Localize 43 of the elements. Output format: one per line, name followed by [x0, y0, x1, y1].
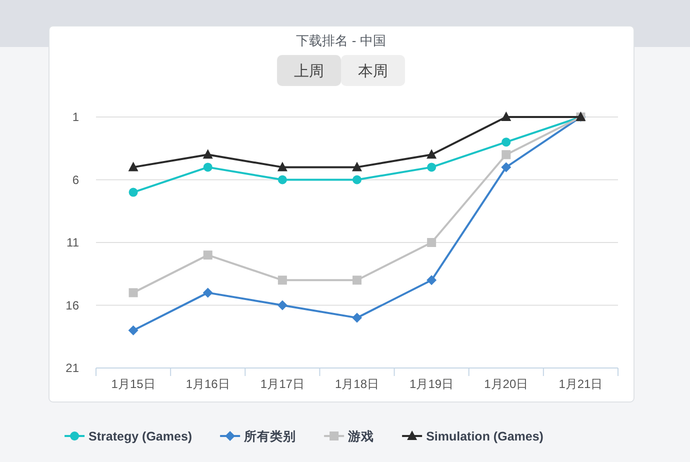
- legend-item: 游戏: [348, 430, 374, 444]
- legend-item: Strategy (Games): [88, 430, 192, 444]
- xtick: 1月19日: [410, 377, 454, 391]
- point: [502, 150, 511, 160]
- point: [277, 300, 288, 310]
- point: [203, 162, 212, 172]
- point: [203, 250, 212, 260]
- point: [352, 312, 362, 323]
- point: [501, 112, 512, 121]
- point: [277, 162, 288, 172]
- point: [502, 138, 511, 147]
- point: [202, 149, 213, 159]
- legend-item: 所有类别: [244, 430, 296, 444]
- point: [352, 276, 362, 285]
- point: [128, 288, 138, 298]
- ytick: 6: [72, 172, 79, 187]
- xtick: 1月16日: [186, 377, 230, 391]
- title: 下载排名 - 中国: [296, 33, 386, 48]
- point: [128, 162, 138, 172]
- point: [501, 162, 512, 172]
- point: [128, 325, 138, 336]
- point: [128, 188, 138, 197]
- point: [278, 276, 287, 285]
- ytick: 11: [66, 236, 79, 250]
- xtick: 1月20日: [484, 377, 528, 391]
- point: [352, 175, 362, 184]
- legend-item: Simulation (Games): [426, 430, 544, 444]
- point: [352, 162, 362, 172]
- point: [278, 175, 287, 184]
- ytick: 16: [66, 298, 79, 312]
- ytick: 21: [66, 361, 79, 375]
- point: [426, 149, 437, 159]
- point: [427, 238, 436, 247]
- button: 本周: [341, 55, 405, 86]
- button: 上周: [277, 55, 341, 86]
- xtick: 1月17日: [260, 377, 304, 391]
- point: [427, 162, 436, 172]
- point: [202, 288, 213, 298]
- xtick: 1月21日: [558, 377, 603, 391]
- ytick: 1: [72, 110, 79, 124]
- xtick: 1月15日: [111, 377, 156, 391]
- point: [426, 275, 437, 286]
- xtick: 1月18日: [334, 377, 380, 391]
